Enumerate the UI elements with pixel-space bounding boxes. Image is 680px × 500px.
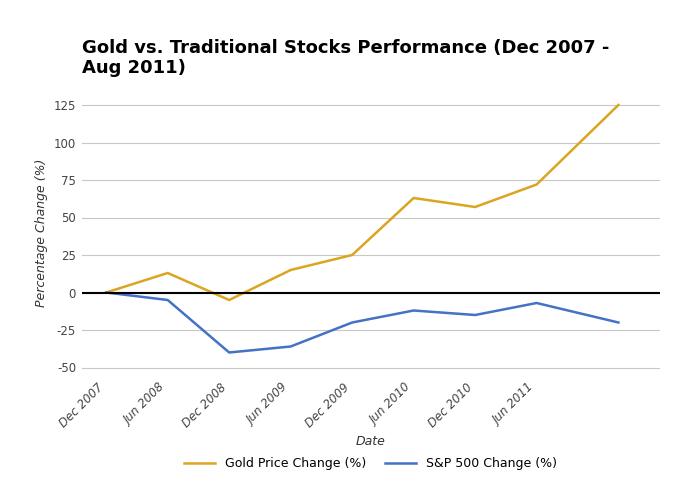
Gold Price Change (%) (348, 252, 356, 258)
Gold Price Change (%) (286, 267, 294, 273)
X-axis label: Date: Date (356, 436, 386, 448)
Gold Price Change (%) (614, 102, 622, 108)
Gold Price Change (%) (409, 195, 418, 201)
Gold Price Change (%) (164, 270, 172, 276)
S&P 500 Change (%) (409, 308, 418, 314)
Gold Price Change (%) (532, 182, 541, 188)
Gold Price Change (%) (102, 290, 110, 296)
Y-axis label: Percentage Change (%): Percentage Change (%) (35, 158, 48, 306)
S&P 500 Change (%) (471, 312, 479, 318)
S&P 500 Change (%) (164, 297, 172, 303)
S&P 500 Change (%) (348, 320, 356, 326)
S&P 500 Change (%) (225, 350, 233, 356)
Gold Price Change (%) (471, 204, 479, 210)
S&P 500 Change (%) (614, 320, 622, 326)
Legend: Gold Price Change (%), S&P 500 Change (%): Gold Price Change (%), S&P 500 Change (%… (179, 452, 562, 475)
Line: S&P 500 Change (%): S&P 500 Change (%) (106, 292, 618, 352)
Gold Price Change (%) (225, 297, 233, 303)
S&P 500 Change (%) (102, 290, 110, 296)
Line: Gold Price Change (%): Gold Price Change (%) (106, 105, 618, 300)
Text: Gold vs. Traditional Stocks Performance (Dec 2007 -
Aug 2011): Gold vs. Traditional Stocks Performance … (82, 38, 609, 78)
S&P 500 Change (%) (286, 344, 294, 349)
S&P 500 Change (%) (532, 300, 541, 306)
